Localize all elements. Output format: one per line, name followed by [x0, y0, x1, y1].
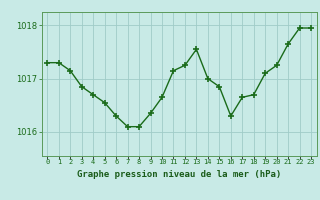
X-axis label: Graphe pression niveau de la mer (hPa): Graphe pression niveau de la mer (hPa): [77, 170, 281, 179]
